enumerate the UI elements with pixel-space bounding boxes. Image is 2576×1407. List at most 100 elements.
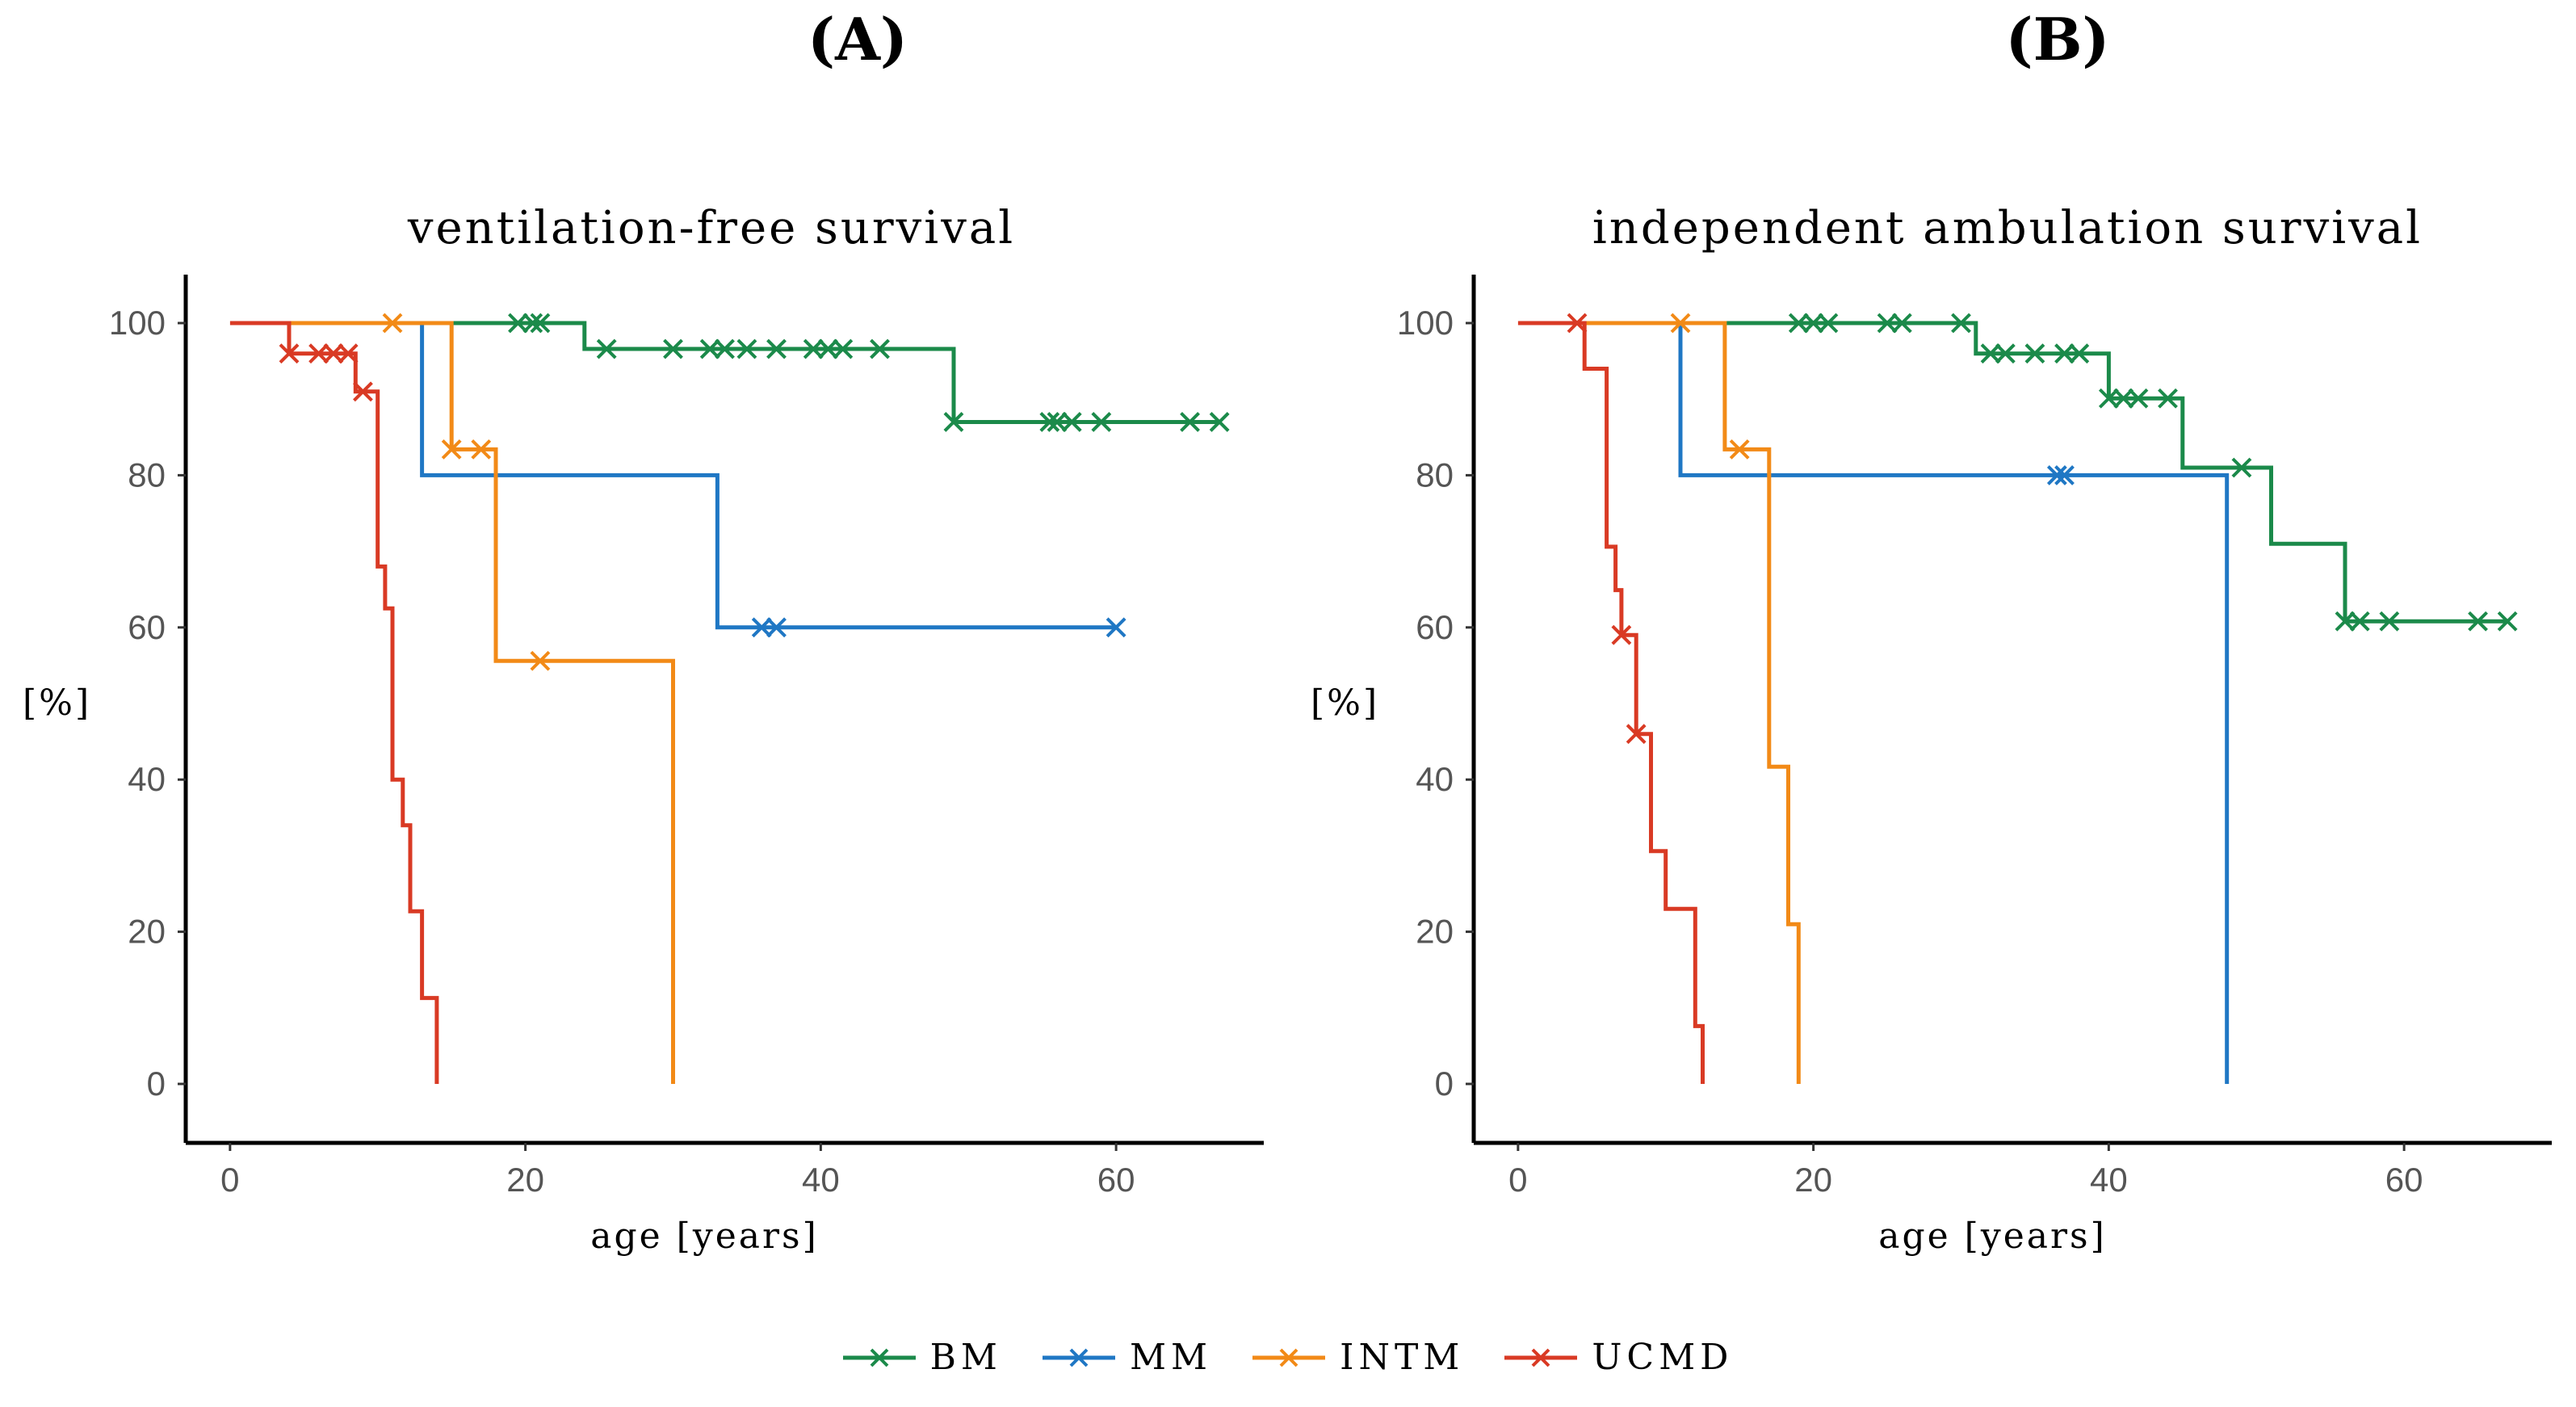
x-axis-label: age [years] bbox=[1878, 1216, 2107, 1257]
censor-mark-ucmd bbox=[1567, 313, 1588, 334]
censor-mark-bm bbox=[2231, 457, 2252, 478]
legend-item-intm: INTM bbox=[1252, 1337, 1464, 1378]
censor-mark-bm bbox=[2098, 388, 2119, 409]
x-tick-label: 40 bbox=[2090, 1161, 2128, 1199]
legend-label-bm: BM bbox=[929, 1337, 1002, 1378]
censor-mark-ucmd bbox=[323, 343, 344, 364]
censor-mark-ucmd bbox=[1611, 624, 1632, 645]
legend-label-ucmd: UCMD bbox=[1592, 1337, 1734, 1378]
panel-label-a: (A) bbox=[808, 5, 908, 74]
censor-mark-bm bbox=[2054, 343, 2075, 364]
censor-mark-ucmd bbox=[1626, 724, 1647, 745]
censor-mark-bm bbox=[803, 338, 824, 359]
censor-mark-bm bbox=[663, 338, 683, 359]
censor-mark-mm bbox=[751, 617, 772, 638]
censor-mark-bm bbox=[2158, 388, 2178, 409]
censor-mark-bm bbox=[1951, 313, 1971, 334]
series-line-ucmd bbox=[229, 321, 439, 1084]
censor-mark-bm bbox=[2069, 343, 2090, 364]
censor-mark-bm bbox=[2379, 611, 2400, 632]
censor-mark-bm bbox=[1180, 412, 1200, 432]
y-tick-label: 60 bbox=[128, 608, 166, 646]
x-tick-label: 0 bbox=[1508, 1161, 1527, 1199]
series-line-bm bbox=[422, 321, 1220, 424]
legend-item-ucmd: UCMD bbox=[1504, 1337, 1733, 1378]
y-tick-label: 100 bbox=[1397, 304, 1454, 342]
censor-mark-intm bbox=[441, 439, 462, 460]
censor-mark-bm bbox=[818, 338, 838, 359]
censor-mark-bm bbox=[1788, 313, 1809, 334]
series-line-intm bbox=[1577, 321, 1801, 1084]
censor-mark-bm bbox=[2335, 611, 2356, 632]
legend-key-bm bbox=[842, 1348, 916, 1367]
censor-mark-ucmd bbox=[279, 343, 300, 364]
legend-cross-mark bbox=[870, 1348, 888, 1367]
x-axis-label: age [years] bbox=[590, 1216, 819, 1257]
panel-label-b: (B) bbox=[2005, 5, 2110, 74]
censor-mark-bm bbox=[1818, 313, 1839, 334]
legend-item-bm: BM bbox=[842, 1337, 1002, 1378]
legend-cross-mark bbox=[1069, 1348, 1089, 1367]
legend-cross-mark bbox=[1279, 1348, 1298, 1367]
y-tick-label: 20 bbox=[1416, 913, 1454, 951]
x-tick-label: 20 bbox=[506, 1161, 544, 1199]
legend-key-mm bbox=[1042, 1348, 1115, 1367]
legend-key-ucmd bbox=[1504, 1348, 1578, 1367]
censor-mark-mm bbox=[1105, 617, 1126, 638]
chart-title-b: independent ambulation survival bbox=[1592, 202, 2423, 254]
y-tick-label: 40 bbox=[1416, 760, 1454, 798]
censor-mark-bm bbox=[1803, 313, 1824, 334]
y-tick-label: 80 bbox=[1416, 456, 1454, 494]
x-tick-label: 40 bbox=[802, 1161, 840, 1199]
censor-mark-bm bbox=[1877, 313, 1898, 334]
censor-mark-bm bbox=[522, 313, 543, 334]
series-line-mm bbox=[1678, 323, 2230, 1084]
legend-item-mm: MM bbox=[1042, 1337, 1212, 1378]
censor-mark-bm bbox=[1995, 343, 2016, 364]
censor-mark-bm bbox=[1891, 313, 1912, 334]
censor-mark-ucmd bbox=[308, 343, 329, 364]
censor-mark-bm bbox=[2497, 611, 2518, 632]
censor-mark-bm bbox=[736, 338, 757, 359]
censor-mark-mm bbox=[766, 617, 787, 638]
series-line-mm bbox=[420, 323, 1117, 630]
censor-mark-intm bbox=[1729, 439, 1750, 460]
censor-mark-ucmd bbox=[338, 343, 359, 364]
x-tick-label: 20 bbox=[1794, 1161, 1832, 1199]
censor-mark-bm bbox=[1209, 412, 1230, 432]
censor-mark-mm bbox=[2054, 464, 2075, 485]
censor-mark-bm bbox=[766, 338, 787, 359]
censor-mark-bm bbox=[943, 412, 964, 432]
y-axis-label: [%] bbox=[23, 682, 91, 724]
censor-mark-bm bbox=[2024, 343, 2045, 364]
y-tick-label: 0 bbox=[1435, 1065, 1454, 1102]
y-tick-label: 60 bbox=[1416, 608, 1454, 646]
censor-mark-bm bbox=[508, 313, 528, 334]
censor-mark-bm bbox=[1047, 412, 1068, 432]
censor-mark-intm bbox=[471, 439, 492, 460]
censor-mark-bm bbox=[2128, 388, 2149, 409]
censor-mark-intm bbox=[382, 313, 403, 334]
censor-mark-bm bbox=[715, 338, 735, 359]
x-tick-label: 0 bbox=[220, 1161, 239, 1199]
y-tick-label: 20 bbox=[128, 913, 166, 951]
censor-mark-bm bbox=[1980, 343, 2001, 364]
y-tick-label: 0 bbox=[147, 1065, 166, 1102]
censor-mark-bm bbox=[2468, 611, 2488, 632]
censor-mark-bm bbox=[596, 338, 617, 359]
x-tick-label: 60 bbox=[1097, 1161, 1135, 1199]
y-tick-label: 40 bbox=[128, 760, 166, 798]
censor-mark-bm bbox=[1061, 412, 1082, 432]
x-tick-label: 60 bbox=[2385, 1161, 2423, 1199]
series-line-bm bbox=[1724, 321, 2508, 624]
censor-mark-bm bbox=[870, 338, 890, 359]
censor-mark-bm bbox=[1091, 412, 1112, 432]
censor-mark-bm bbox=[2349, 611, 2370, 632]
censor-mark-mm bbox=[2046, 464, 2067, 485]
censor-mark-bm bbox=[2113, 388, 2134, 409]
censor-mark-bm bbox=[699, 338, 720, 359]
legend-label-intm: INTM bbox=[1340, 1337, 1465, 1378]
censor-mark-bm bbox=[833, 338, 854, 359]
chart-title-a: ventilation-free survival bbox=[407, 202, 1016, 254]
series-line-intm bbox=[289, 321, 675, 1084]
